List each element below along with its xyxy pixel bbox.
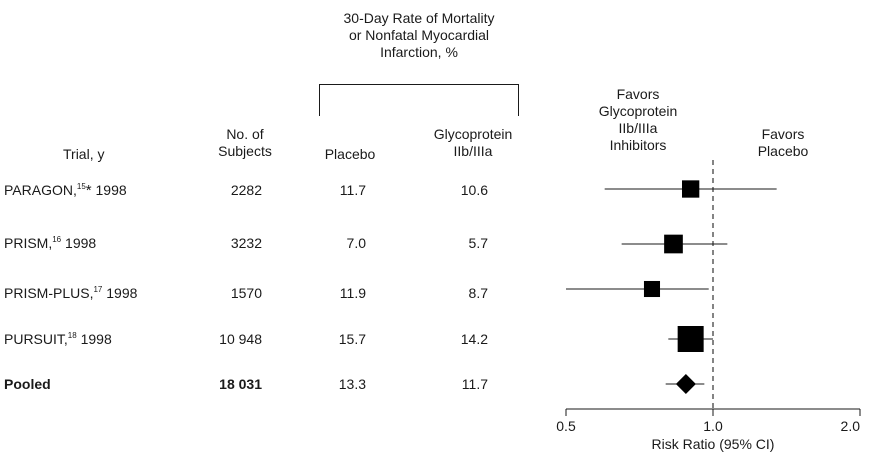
gp-value: 14.2 — [460, 331, 488, 347]
point-estimate — [664, 234, 683, 254]
rate-title-line: Infarction, % — [380, 44, 458, 60]
trial-col-header: Trial, y — [63, 146, 105, 162]
x-tick-label: 1.0 — [703, 418, 723, 434]
subjects-col-header: No. of Subjects — [200, 126, 290, 160]
trial-name: PARAGON,15* 1998 — [4, 182, 127, 199]
placebo-col-header: Placebo — [324, 146, 376, 162]
rate-title-line: 30-Day Rate of Mortality — [343, 10, 495, 26]
favors-placebo-line: Favors — [761, 126, 805, 142]
favors-placebo-line: Placebo — [757, 143, 809, 159]
subjects-col-line: Subjects — [218, 143, 272, 159]
subjects-value: 2282 — [230, 182, 262, 198]
favors-placebo-label: Favors Placebo — [738, 126, 828, 160]
gp-value: 8.7 — [468, 285, 488, 301]
rate-title: 30-Day Rate of Mortality or Nonfatal Myo… — [300, 10, 538, 61]
x-axis-label: Risk Ratio (95% CI) — [652, 436, 775, 452]
placebo-value: 7.0 — [346, 235, 366, 251]
gp-value: 5.7 — [468, 235, 488, 251]
placebo-value: 11.9 — [339, 285, 366, 301]
trial-name: PURSUIT,18 1998 — [4, 331, 112, 347]
gp-col-line: IIb/IIIa — [453, 143, 493, 159]
placebo-value: 15.7 — [338, 331, 366, 347]
subjects-col-line: No. of — [226, 126, 264, 142]
point-estimate — [682, 180, 700, 198]
gp-col-header: Glycoprotein IIb/IIIa — [418, 126, 528, 160]
trial-name: PRISM-PLUS,17 1998 — [4, 285, 138, 301]
trial-name: PRISM,16 1998 — [4, 235, 97, 251]
subjects-value: 3232 — [230, 235, 262, 251]
favors-gp-line: Inhibitors — [609, 137, 667, 153]
x-tick-label: 0.5 — [556, 418, 576, 434]
favors-gp-line: Glycoprotein — [598, 103, 678, 119]
rate-title-line: or Nonfatal Myocardial — [348, 27, 490, 43]
gp-col-line: Glycoprotein — [433, 126, 513, 142]
gp-value: 10.6 — [460, 182, 488, 198]
trial-name: Pooled — [4, 376, 51, 392]
favors-gp-line: IIb/IIIa — [618, 120, 658, 136]
rate-bracket — [319, 84, 519, 116]
placebo-value: 11.7 — [339, 182, 366, 198]
subjects-value: 18 031 — [219, 376, 262, 392]
point-estimate — [677, 326, 704, 352]
favors-gp-line: Favors — [616, 86, 660, 102]
subjects-value: 1570 — [230, 285, 262, 301]
favors-gp-label: Favors Glycoprotein IIb/IIIa Inhibitors — [578, 86, 698, 154]
placebo-value: 13.3 — [338, 376, 366, 392]
point-estimate — [643, 280, 661, 298]
subjects-value: 10 948 — [219, 331, 262, 347]
pooled-diamond — [675, 374, 696, 394]
x-tick-label: 2.0 — [841, 418, 861, 434]
gp-value: 11.7 — [461, 376, 488, 392]
